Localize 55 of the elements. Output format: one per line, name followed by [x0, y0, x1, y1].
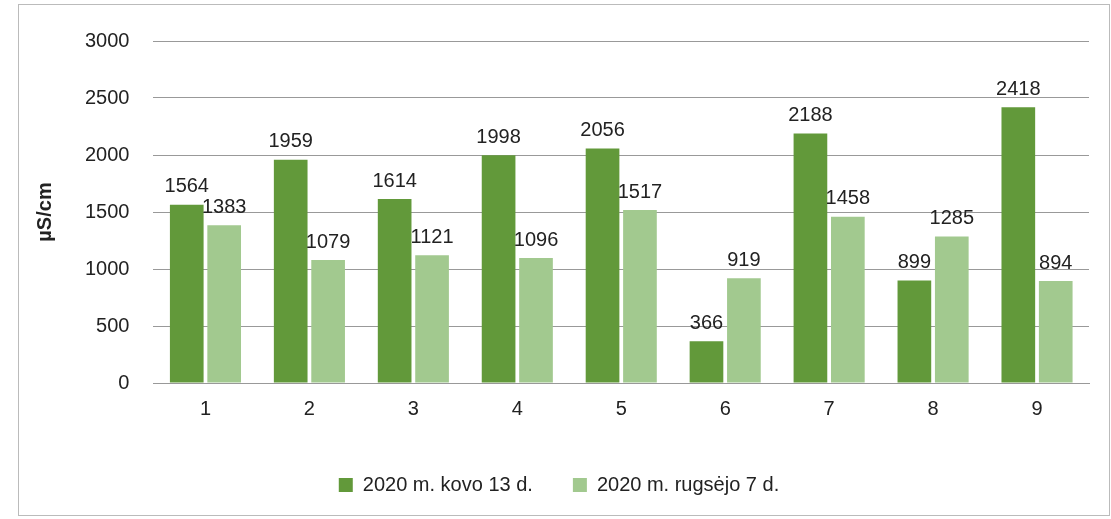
x-tick-label: 2 [303, 396, 315, 419]
bar [273, 159, 308, 383]
data-label: 2188 [788, 103, 833, 126]
data-label: 1121 [410, 224, 454, 247]
bar [727, 278, 761, 383]
y-tick-label: 500 [96, 313, 130, 336]
bar [169, 204, 204, 383]
data-label: 894 [1039, 250, 1073, 273]
y-axis-title: µS/cm [32, 182, 55, 242]
y-tick-label: 0 [118, 370, 130, 393]
x-tick-label: 6 [719, 396, 731, 419]
bar [689, 341, 724, 383]
bar [207, 225, 242, 383]
y-tick-label: 1000 [84, 256, 130, 279]
y-tick-label: 2000 [84, 142, 130, 165]
bar [897, 280, 932, 383]
x-tick-label: 1 [199, 396, 212, 419]
bar [519, 258, 553, 383]
data-label: 366 [689, 310, 724, 333]
y-tick-label: 3000 [84, 28, 130, 51]
data-label: 1998 [476, 124, 521, 147]
data-label: 1458 [825, 186, 871, 209]
bar [1038, 281, 1073, 383]
bar [934, 236, 969, 383]
data-label: 919 [727, 247, 761, 270]
bar [311, 259, 345, 383]
bar [793, 133, 828, 383]
x-tick-label: 8 [927, 396, 939, 419]
bar [585, 148, 620, 383]
data-label: 1285 [929, 206, 975, 229]
bar [623, 210, 657, 383]
x-tick-label: 3 [407, 396, 419, 419]
data-label: 1383 [201, 194, 247, 217]
data-label: 2418 [996, 76, 1041, 99]
data-label: 1079 [305, 229, 351, 252]
bar [415, 255, 449, 383]
data-label: 1096 [513, 227, 559, 250]
x-tick-label: 7 [823, 396, 835, 419]
x-tick-label: 4 [511, 396, 523, 419]
y-tick-label: 2500 [84, 85, 130, 108]
legend-label: 2020 m. kovo 13 d. [362, 472, 533, 495]
x-tick-label: 9 [1031, 396, 1043, 419]
data-label: 1614 [372, 168, 417, 191]
y-tick-label: 1500 [84, 199, 130, 222]
bar [481, 155, 516, 383]
legend-label: 2020 m. rugsėjo 7 d. [596, 472, 780, 495]
bar [1001, 107, 1036, 383]
data-label: 899 [897, 250, 932, 273]
data-label: 1959 [268, 129, 313, 152]
x-tick-label: 5 [615, 396, 627, 419]
data-label: 2056 [580, 118, 625, 141]
bar [831, 216, 865, 383]
data-label: 1564 [164, 174, 209, 197]
data-label: 1517 [617, 179, 663, 202]
bar [377, 199, 412, 383]
